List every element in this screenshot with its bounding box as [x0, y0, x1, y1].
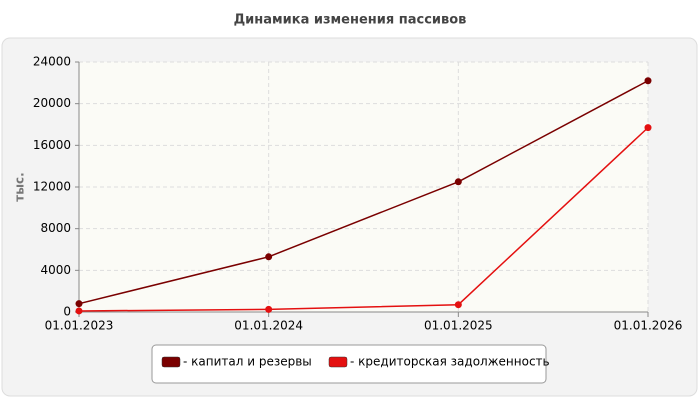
- x-tick-label: 01.01.2024: [234, 319, 303, 333]
- y-tick-label: 4000: [40, 263, 71, 277]
- point: [265, 253, 273, 261]
- series-line: [78, 80, 649, 305]
- legend-swatch: [161, 356, 181, 368]
- y-tick-label: 16000: [33, 138, 71, 152]
- point: [75, 300, 83, 308]
- y-tick-label: 8000: [40, 221, 71, 235]
- point: [454, 301, 462, 309]
- point: [644, 77, 652, 85]
- series-line: [78, 127, 649, 312]
- y-tick-label: 20000: [33, 96, 71, 110]
- point: [75, 307, 83, 315]
- y-tick-label: 24000: [33, 55, 71, 69]
- legend: [151, 344, 547, 384]
- x-tick-label: 01.01.2023: [45, 319, 114, 333]
- point: [644, 124, 652, 132]
- point: [265, 305, 273, 313]
- legend-label: - кредиторская задолженность: [350, 355, 550, 369]
- legend-swatch: [328, 356, 348, 368]
- legend-label: - капитал и резервы: [183, 355, 312, 369]
- y-tick-label: 12000: [33, 180, 71, 194]
- y-axis-label: тыс.: [13, 172, 27, 201]
- chart-title: Динамика изменения пассивов: [234, 13, 467, 28]
- x-tick-label: 01.01.2025: [424, 319, 493, 333]
- x-tick-label: 01.01.2026: [614, 319, 683, 333]
- y-tick-label: 0: [63, 305, 71, 319]
- point: [454, 178, 462, 186]
